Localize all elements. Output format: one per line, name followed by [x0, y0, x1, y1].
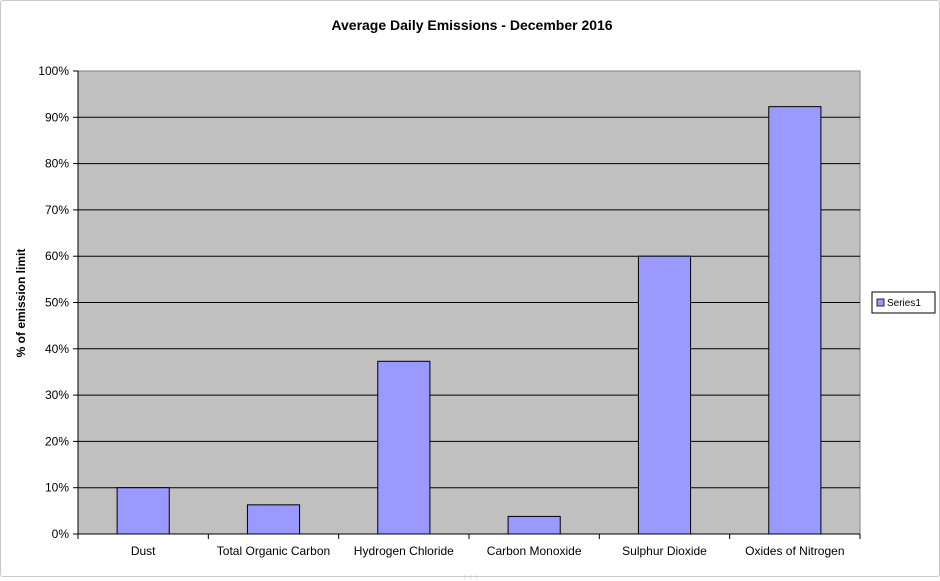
y-tick-label: 70% — [45, 203, 69, 217]
y-tick-label: 80% — [45, 157, 69, 171]
y-tick-label: 10% — [45, 481, 69, 495]
legend: Series1 — [871, 291, 936, 314]
x-tick-label: Oxides of Nitrogen — [745, 544, 844, 558]
gridlines — [78, 116, 860, 489]
y-tick-label: 50% — [45, 296, 69, 310]
bar — [768, 106, 822, 535]
y-tick-label: 20% — [45, 434, 69, 448]
bar — [507, 515, 561, 535]
bar — [246, 504, 301, 535]
y-tick-label: 40% — [45, 342, 69, 356]
y-tick-label: 100% — [38, 64, 69, 78]
x-tick-label: Hydrogen Chloride — [354, 544, 454, 558]
legend-swatch — [876, 298, 885, 307]
x-tick-label: Dust — [131, 544, 156, 558]
bar — [116, 487, 170, 535]
legend-label: Series1 — [887, 298, 921, 309]
bar — [637, 255, 692, 535]
y-tick-label: 30% — [45, 388, 69, 402]
bar — [377, 360, 431, 535]
y-tick-label: 60% — [45, 249, 69, 263]
y-tick-label: 0% — [52, 527, 70, 541]
x-tick-label: Sulphur Dioxide — [622, 544, 707, 558]
x-axis-ticks: Dust Total Organic Carbon Hydrogen Chlorid… — [77, 534, 861, 558]
x-tick-label: Total Organic Carbon — [217, 544, 330, 558]
chart-title: Average Daily Emissions - December 2016 — [331, 17, 612, 33]
y-tick-label: 90% — [45, 110, 69, 124]
x-tick-label: Carbon Monoxide — [487, 544, 582, 558]
legend-box — [871, 291, 936, 314]
y-axis-label: % of emission limit — [14, 249, 28, 358]
resize-grip-icon[interactable]: ⋮⋮⋮ — [462, 574, 480, 581]
